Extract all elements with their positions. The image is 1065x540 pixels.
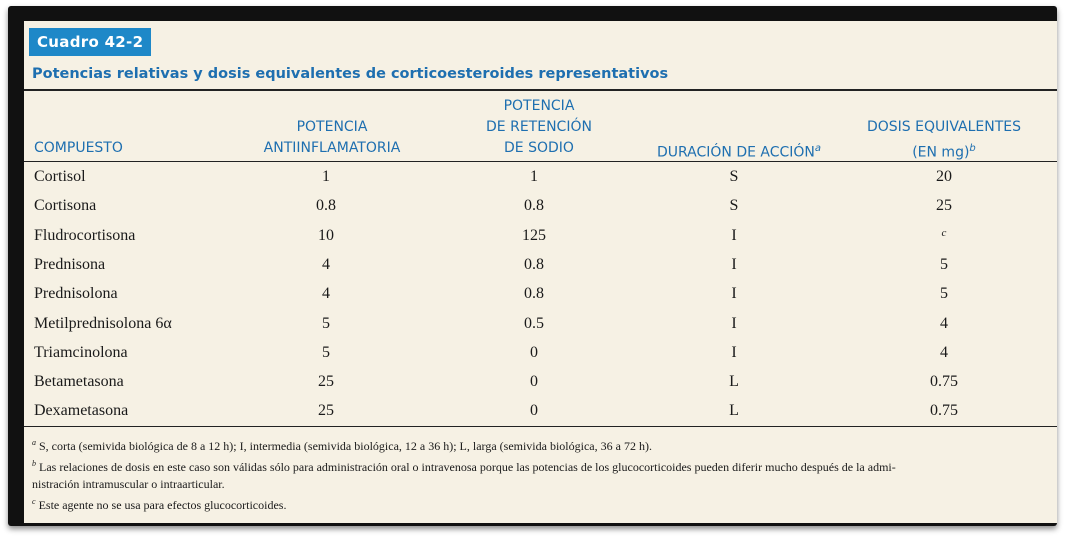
footnote-b-text-line2: nistración intramuscular o intraarticula… bbox=[32, 477, 225, 491]
header-anti-line1: POTENCIA bbox=[296, 119, 368, 135]
footnote-c: c Este agente no se usa para efectos glu… bbox=[32, 493, 1049, 514]
cell-compound: Metilprednisolona 6α bbox=[34, 314, 172, 332]
cell-duration: L bbox=[729, 402, 739, 420]
footnote-b: b Las relaciones de dosis en este caso s… bbox=[32, 455, 1049, 476]
cell-sodium-potency: 1 bbox=[530, 168, 538, 185]
cell-duration: I bbox=[731, 314, 737, 332]
header-dose-line2: (EN mg) bbox=[912, 144, 970, 161]
header-anti-potency: POTENCIA ANTIINFLAMATORIA bbox=[252, 117, 412, 159]
footnote-a-mark: a bbox=[32, 438, 36, 447]
cell-sodium-potency: 0 bbox=[530, 343, 538, 361]
header-dose-footnote-mark: b bbox=[969, 143, 976, 154]
cell-duration: S bbox=[729, 168, 739, 185]
cell-equivalent-dose: c bbox=[941, 226, 947, 239]
header-sodium-line3: DE SODIO bbox=[504, 140, 574, 156]
cell-compound: Cortisona bbox=[34, 197, 97, 215]
table-row: Dexametasona 25 0 L 0.75 bbox=[24, 398, 1057, 427]
cell-anti-potency: 1 bbox=[322, 168, 330, 185]
cell-equivalent-dose: 25 bbox=[936, 197, 952, 215]
header-duration: DURACIÓN DE ACCIÓNa bbox=[654, 138, 824, 164]
header-anti-line2: ANTIINFLAMATORIA bbox=[263, 140, 401, 156]
table-row: Prednisona 4 0.8 I 5 bbox=[24, 252, 1057, 281]
cell-equivalent-dose: 0.75 bbox=[930, 402, 958, 420]
header-sodium-potency: POTENCIA DE RETENCIÓN DE SODIO bbox=[469, 96, 609, 159]
cell-sodium-potency: 0.5 bbox=[524, 314, 544, 332]
table-number-badge: Cuadro 42-2 bbox=[29, 28, 152, 56]
table-row: Prednisolona 4 0.8 I 5 bbox=[24, 281, 1057, 310]
cell-anti-potency: 25 bbox=[318, 373, 334, 391]
header-duration-footnote-mark: a bbox=[814, 143, 822, 154]
table-row: Betametasona 25 0 L 0.75 bbox=[24, 369, 1057, 398]
cell-anti-potency: 0.8 bbox=[316, 197, 336, 215]
cell-equivalent-dose: 5 bbox=[940, 255, 948, 273]
header-duration-label: DURACIÓN DE ACCIÓN bbox=[656, 144, 815, 161]
cell-anti-potency: 5 bbox=[322, 314, 330, 332]
header-equivalent-dose: DOSIS EQUIVALENTES (EN mg)b bbox=[854, 117, 1034, 164]
cell-equivalent-dose: 0.75 bbox=[930, 373, 958, 391]
cell-anti-potency: 5 bbox=[322, 343, 330, 361]
header-sodium-line1: POTENCIA bbox=[503, 98, 575, 114]
cell-duration: I bbox=[731, 343, 737, 361]
footnote-b-text-line1: Las relaciones de dosis en este caso son… bbox=[36, 460, 896, 474]
table-title: Potencias relativas y dosis equivalentes… bbox=[32, 66, 669, 82]
table-panel: Cuadro 42-2 Potencias relativas y dosis … bbox=[24, 21, 1057, 523]
header-sodium-line2: DE RETENCIÓN bbox=[486, 119, 592, 135]
cell-compound: Betametasona bbox=[34, 373, 124, 391]
cell-sodium-potency: 125 bbox=[522, 226, 546, 244]
cell-anti-potency: 10 bbox=[318, 226, 334, 244]
cell-compound: Cortisol bbox=[34, 168, 86, 185]
cell-compound: Prednisolona bbox=[34, 285, 118, 303]
cell-sodium-potency: 0.8 bbox=[524, 285, 544, 303]
cell-compound: Fludrocortisona bbox=[34, 226, 136, 244]
cell-duration: S bbox=[729, 197, 739, 215]
cell-compound: Dexametasona bbox=[34, 402, 129, 420]
header-rule bbox=[24, 161, 1057, 162]
title-rule bbox=[24, 89, 1057, 91]
cell-sodium-potency: 0.8 bbox=[524, 197, 544, 215]
table-row: Metilprednisolona 6α 5 0.5 I 4 bbox=[24, 311, 1057, 340]
cell-sodium-potency: 0.8 bbox=[524, 255, 544, 273]
footnote-a: a S, corta (semivida biológica de 8 a 12… bbox=[32, 434, 1049, 455]
cell-duration: L bbox=[729, 373, 739, 391]
header-compound: COMPUESTO bbox=[34, 138, 123, 159]
cell-compound: Prednisona bbox=[34, 255, 106, 273]
cell-equivalent-dose: 4 bbox=[940, 343, 948, 361]
footnotes: a S, corta (semivida biológica de 8 a 12… bbox=[32, 434, 1049, 514]
footnote-a-text: S, corta (semivida biológica de 8 a 12 h… bbox=[36, 439, 652, 453]
cell-anti-potency: 4 bbox=[322, 285, 330, 303]
cell-equivalent-dose: 5 bbox=[940, 285, 948, 303]
cell-compound: Triamcinolona bbox=[34, 343, 128, 361]
footnote-c-mark: c bbox=[32, 497, 36, 506]
table-row: Cortisol 1 1 S 20 bbox=[24, 164, 1057, 193]
cell-anti-potency: 25 bbox=[318, 402, 334, 420]
cell-duration: I bbox=[731, 255, 737, 273]
document-frame: Cuadro 42-2 Potencias relativas y dosis … bbox=[8, 6, 1057, 526]
table-row: Triamcinolona 5 0 I 4 bbox=[24, 340, 1057, 369]
header-dose-line1: DOSIS EQUIVALENTES bbox=[866, 119, 1022, 135]
table-row: Cortisona 0.8 0.8 S 25 bbox=[24, 193, 1057, 222]
cell-duration: I bbox=[731, 226, 737, 244]
cell-equivalent-dose: 4 bbox=[940, 314, 948, 332]
footnote-c-text: Este agente no se usa para efectos gluco… bbox=[35, 498, 287, 512]
table-bottom-rule bbox=[24, 426, 1057, 427]
cell-equivalent-dose: 20 bbox=[936, 168, 952, 185]
cell-anti-potency: 4 bbox=[322, 255, 330, 273]
header-compound-label: COMPUESTO bbox=[34, 140, 123, 156]
cell-sodium-potency: 0 bbox=[530, 402, 538, 420]
footnote-b-mark: b bbox=[32, 459, 36, 468]
cell-duration: I bbox=[731, 285, 737, 303]
cell-sodium-potency: 0 bbox=[530, 373, 538, 391]
